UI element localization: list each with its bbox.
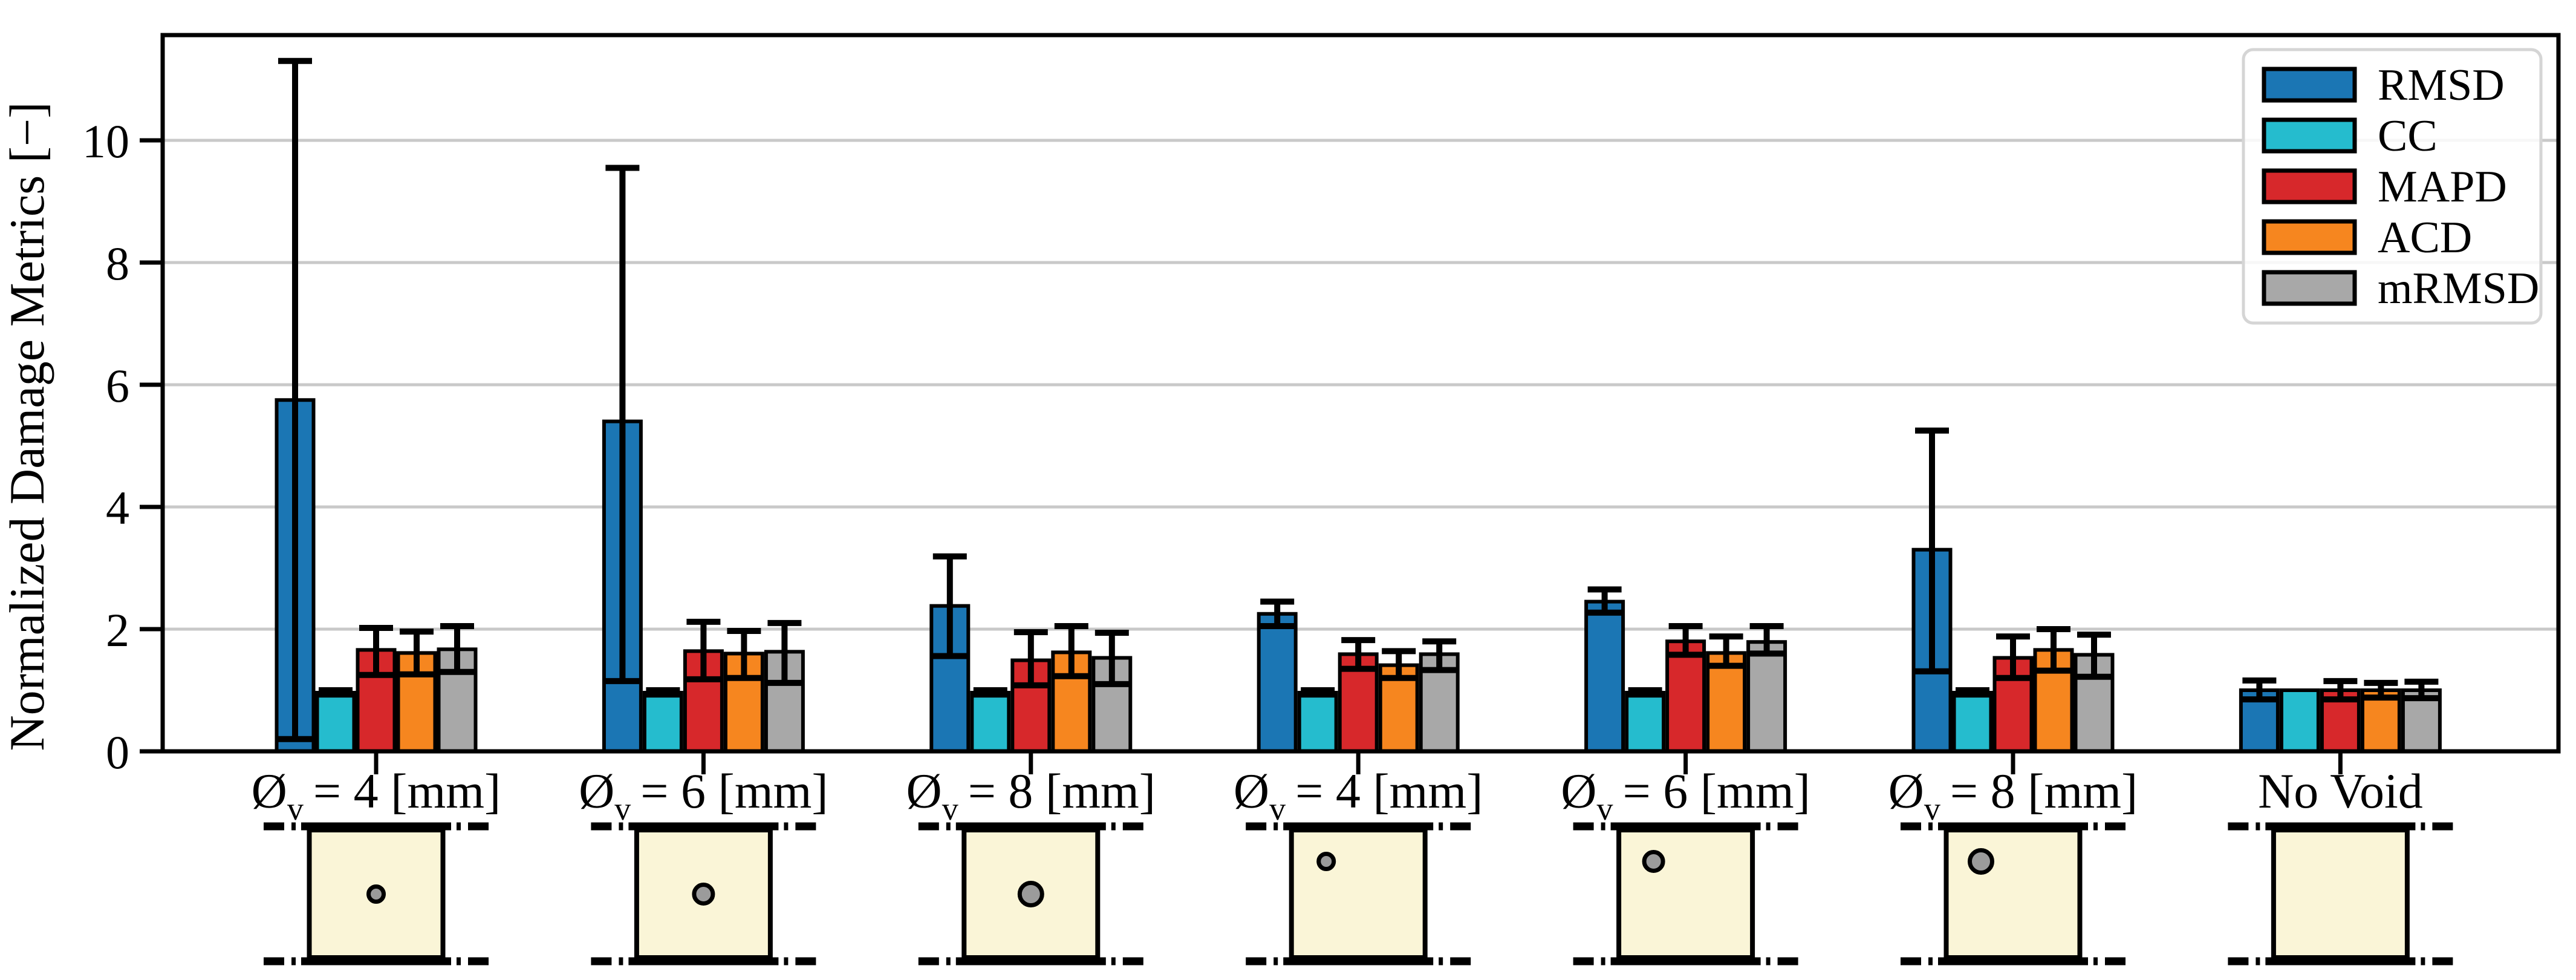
y-tick-label-10: 10 <box>82 115 129 168</box>
legend-label-mrmsd: mRMSD <box>2378 264 2539 313</box>
bar-rmsd-group4 <box>1257 612 1298 753</box>
specimen-void-group3 <box>1017 881 1044 907</box>
bar-rmsd-group5 <box>1584 599 1625 753</box>
bar-cc-group5 <box>1625 691 1666 754</box>
x-tick-label-group7: No Void <box>2258 763 2423 818</box>
x-tick-label-group5: Øv = 6 [mm] <box>1561 763 1810 827</box>
y-axis-label: Normalized Damage Metrics [−] <box>0 102 54 751</box>
bar-mapd-group5 <box>1665 639 1706 753</box>
legend-swatch-acd <box>2262 219 2357 255</box>
x-tick-label-group2: Øv = 6 [mm] <box>579 763 828 827</box>
specimen-void-group5 <box>1642 850 1665 873</box>
x-tick-label-group1: Øv = 4 [mm] <box>252 763 501 827</box>
specimen-void-group6 <box>1968 848 1994 875</box>
bar-cc-group6 <box>1952 691 1993 754</box>
bar-mrmsd-group5 <box>1746 640 1787 753</box>
y-tick-label-0: 0 <box>106 726 129 779</box>
y-tick-label-6: 6 <box>106 359 129 412</box>
y-tick-label-2: 2 <box>106 604 129 656</box>
specimen-body-group4 <box>1289 828 1428 960</box>
legend-label-cc: CC <box>2378 111 2438 161</box>
specimen-void-group4 <box>1316 852 1336 871</box>
specimen-body-group7 <box>2271 828 2410 960</box>
specimen-void-group1 <box>366 884 386 904</box>
x-tick-label-group6: Øv = 8 [mm] <box>1888 763 2138 827</box>
legend-swatch-rmsd <box>2262 67 2357 103</box>
bar-cc-group1 <box>315 691 356 754</box>
legend-label-mapd: MAPD <box>2378 162 2507 212</box>
x-tick-label-group4: Øv = 4 [mm] <box>1234 763 1483 827</box>
bar-mrmsd-group2 <box>764 650 805 753</box>
legend-label-rmsd: RMSD <box>2378 60 2505 110</box>
bar-cc-group3 <box>970 691 1011 754</box>
legend-label-acd: ACD <box>2378 213 2472 263</box>
bar-cc-group4 <box>1297 691 1338 754</box>
y-tick-label-4: 4 <box>106 482 129 534</box>
legend-swatch-cc <box>2262 117 2357 154</box>
specimen-void-group2 <box>692 883 715 906</box>
specimen-body-group6 <box>1943 828 2083 960</box>
legend-swatch-mapd <box>2262 168 2357 204</box>
bar-cc-group2 <box>642 691 683 754</box>
plot-box-spines <box>160 33 2561 754</box>
bar-acd-group5 <box>1706 651 1747 754</box>
legend-swatch-mrmsd <box>2262 270 2357 306</box>
x-tick-label-group3: Øv = 8 [mm] <box>906 763 1156 827</box>
bar-cc-group7 <box>2279 688 2320 753</box>
y-tick-label-8: 8 <box>106 237 129 290</box>
specimen-body-group5 <box>1616 828 1755 960</box>
